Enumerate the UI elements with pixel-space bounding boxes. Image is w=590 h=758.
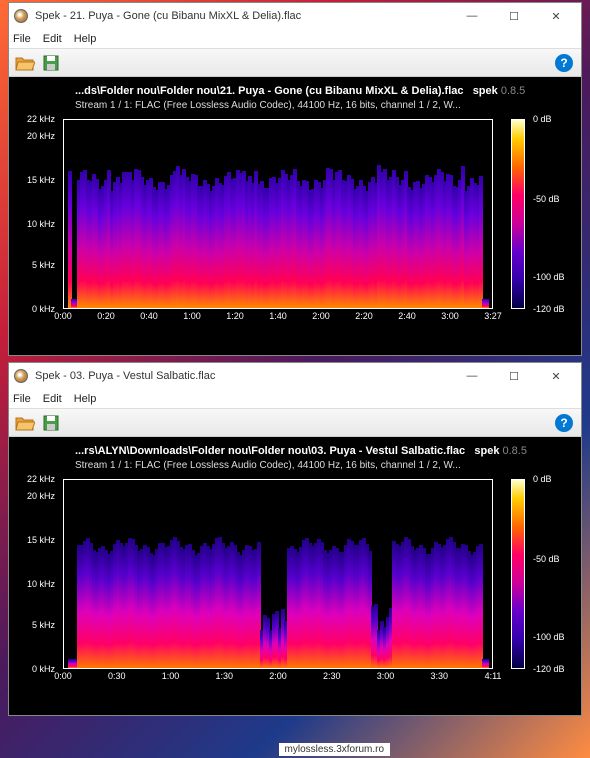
content-area: ...rs\ALYN\Downloads\Folder nou\Folder n… (9, 437, 581, 693)
open-file-icon[interactable] (15, 53, 35, 73)
minimize-button[interactable]: — (451, 3, 493, 29)
spectrogram (63, 479, 493, 669)
spectrogram (63, 119, 493, 309)
close-button[interactable]: ✕ (535, 363, 577, 389)
window-title: Spek - 03. Puya - Vestul Salbatic.flac (35, 370, 451, 382)
save-icon[interactable] (41, 53, 61, 73)
titlebar[interactable]: Spek - 03. Puya - Vestul Salbatic.flac —… (9, 363, 581, 389)
maximize-button[interactable]: ☐ (493, 363, 535, 389)
maximize-button[interactable]: ☐ (493, 3, 535, 29)
spek-icon (13, 368, 29, 384)
close-button[interactable]: ✕ (535, 3, 577, 29)
help-icon[interactable]: ? (555, 54, 573, 72)
db-axis: 0 dB-50 dB-100 dB-120 dB (529, 479, 575, 669)
file-path: ...rs\ALYN\Downloads\Folder nou\Folder n… (15, 445, 575, 457)
menu-help[interactable]: Help (74, 33, 97, 45)
x-axis: 0:000:301:001:302:002:303:003:304:11 (63, 671, 493, 685)
content-area: ...ds\Folder nou\Folder nou\21. Puya - G… (9, 77, 581, 333)
spectrogram-area: 22 kHz20 kHz15 kHz10 kHz5 kHz0 kHz 0 dB-… (15, 119, 575, 329)
menu-edit[interactable]: Edit (43, 33, 62, 45)
help-icon[interactable]: ? (555, 414, 573, 432)
colorbar (511, 479, 525, 669)
titlebar[interactable]: Spek - 21. Puya - Gone (cu Bibanu MixXL … (9, 3, 581, 29)
spek-window-1: Spek - 21. Puya - Gone (cu Bibanu MixXL … (8, 2, 582, 356)
menu-help[interactable]: Help (74, 393, 97, 405)
y-axis: 22 kHz20 kHz15 kHz10 kHz5 kHz0 kHz (15, 119, 59, 309)
open-file-icon[interactable] (15, 413, 35, 433)
window-title: Spek - 21. Puya - Gone (cu Bibanu MixXL … (35, 10, 451, 22)
x-axis: 0:000:200:401:001:201:402:002:202:403:00… (63, 311, 493, 325)
file-path: ...ds\Folder nou\Folder nou\21. Puya - G… (15, 85, 575, 97)
spectrogram-area: 22 kHz20 kHz15 kHz10 kHz5 kHz0 kHz 0 dB-… (15, 479, 575, 689)
menubar: File Edit Help (9, 29, 581, 49)
db-axis: 0 dB-50 dB-100 dB-120 dB (529, 119, 575, 309)
menu-file[interactable]: File (13, 393, 31, 405)
spek-icon (13, 8, 29, 24)
minimize-button[interactable]: — (451, 363, 493, 389)
colorbar (511, 119, 525, 309)
menubar: File Edit Help (9, 389, 581, 409)
stream-info: Stream 1 / 1: FLAC (Free Lossless Audio … (15, 460, 575, 471)
save-icon[interactable] (41, 413, 61, 433)
watermark: mylossless.3xforum.ro (279, 743, 390, 756)
spek-window-2: Spek - 03. Puya - Vestul Salbatic.flac —… (8, 362, 582, 716)
toolbar: ? (9, 49, 581, 77)
menu-edit[interactable]: Edit (43, 393, 62, 405)
y-axis: 22 kHz20 kHz15 kHz10 kHz5 kHz0 kHz (15, 479, 59, 669)
toolbar: ? (9, 409, 581, 437)
menu-file[interactable]: File (13, 33, 31, 45)
stream-info: Stream 1 / 1: FLAC (Free Lossless Audio … (15, 100, 575, 111)
